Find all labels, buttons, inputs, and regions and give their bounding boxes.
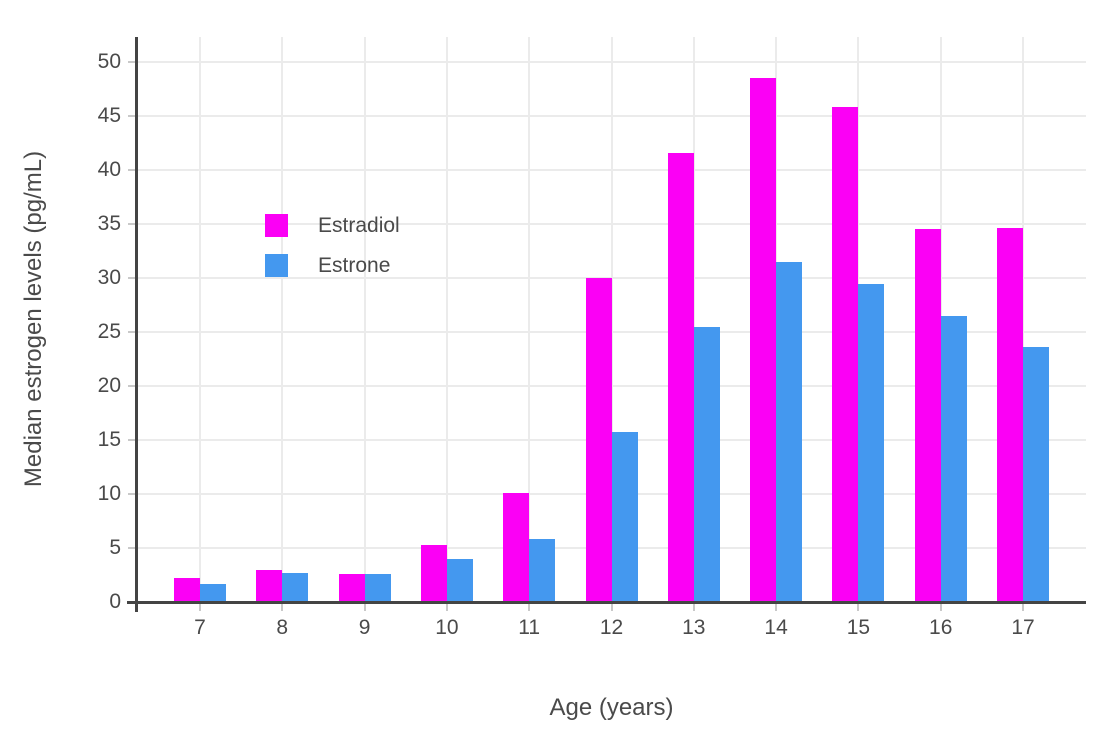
y-tick-mark-50 xyxy=(128,60,135,63)
x-tick-label-17: 17 xyxy=(1011,616,1035,639)
y-tick-label-15: 15 xyxy=(97,427,121,451)
x-tick-mark-10 xyxy=(445,604,448,611)
x-tick-mark-11 xyxy=(528,604,531,611)
x-gridline-9 xyxy=(363,37,366,602)
legend-label-estrone: Estrone xyxy=(318,253,391,277)
legend: Estradiol Estrone xyxy=(265,214,400,294)
bar-estrone-age-13[interactable] xyxy=(693,326,720,602)
y-tick-label-5: 5 xyxy=(109,535,121,559)
bar-estrone-age-7[interactable] xyxy=(199,583,226,602)
x-gridline-10 xyxy=(445,37,448,602)
y-tick-mark-45 xyxy=(128,114,135,117)
x-gridline-7 xyxy=(198,37,201,602)
bar-estradiol-age-13[interactable] xyxy=(667,152,694,602)
x-tick-label-12: 12 xyxy=(599,616,624,639)
bar-estrone-age-12[interactable] xyxy=(611,432,638,602)
y-tick-mark-15 xyxy=(128,438,135,441)
x-tick-mark-13 xyxy=(692,604,695,611)
bar-estradiol-age-14[interactable] xyxy=(750,78,777,602)
estrone-swatch-icon xyxy=(265,254,288,277)
y-tick-label-30: 30 xyxy=(97,265,121,289)
x-gridline-11 xyxy=(528,37,531,602)
bar-estrone-age-8[interactable] xyxy=(282,572,309,602)
bar-estrone-age-16[interactable] xyxy=(940,315,967,602)
bar-estradiol-age-11[interactable] xyxy=(503,492,530,602)
x-axis-title: Age (years) xyxy=(549,694,674,721)
x-tick-mark-16 xyxy=(939,604,942,611)
bar-estrone-age-11[interactable] xyxy=(529,539,556,602)
legend-label-estradiol: Estradiol xyxy=(318,213,400,237)
bar-estradiol-age-12[interactable] xyxy=(585,277,612,602)
x-tick-mark-14 xyxy=(775,604,778,611)
y-tick-label-50: 50 xyxy=(97,49,121,73)
x-gridline-8 xyxy=(281,37,284,602)
y-tick-label-0: 0 xyxy=(109,590,121,613)
y-tick-label-40: 40 xyxy=(97,157,121,181)
x-tick-label-8: 8 xyxy=(276,616,289,639)
x-gridline-13 xyxy=(692,37,695,602)
y-tick-mark-5 xyxy=(128,546,135,549)
x-tick-label-13: 13 xyxy=(682,616,706,639)
y-tick-label-25: 25 xyxy=(97,319,121,343)
y-axis-line xyxy=(135,37,138,612)
x-tick-mark-15 xyxy=(857,604,860,611)
x-tick-label-11: 11 xyxy=(518,616,541,639)
y-tick-mark-10 xyxy=(128,492,135,495)
x-tick-mark-12 xyxy=(610,604,613,611)
y-tick-label-10: 10 xyxy=(97,481,121,505)
x-tick-label-7: 7 xyxy=(194,616,206,639)
legend-item-estradiol[interactable]: Estradiol xyxy=(265,214,400,237)
bar-estrone-age-14[interactable] xyxy=(776,261,803,602)
y-tick-mark-30 xyxy=(128,276,135,279)
estradiol-swatch-icon xyxy=(265,214,288,237)
bar-estrone-age-9[interactable] xyxy=(364,573,391,602)
y-tick-label-35: 35 xyxy=(97,211,121,235)
bar-estradiol-age-10[interactable] xyxy=(420,544,447,602)
y-tick-mark-20 xyxy=(128,384,135,387)
x-tick-mark-8 xyxy=(281,604,284,611)
legend-item-estrone[interactable]: Estrone xyxy=(265,254,400,277)
bar-estradiol-age-16[interactable] xyxy=(914,229,941,602)
y-tick-mark-35 xyxy=(128,222,135,225)
bar-estrone-age-10[interactable] xyxy=(446,558,473,602)
plot-area: 0 5 10 15 20 25 30 35 40 45 50 7 8 9 10 11 12 13 14 15 16 17 … xyxy=(98,37,1086,639)
bar-estradiol-age-8[interactable] xyxy=(256,569,283,602)
x-tick-label-16: 16 xyxy=(929,616,953,639)
x-tick-label-15: 15 xyxy=(846,616,871,639)
y-tick-mark-25 xyxy=(128,330,135,333)
x-tick-label-9: 9 xyxy=(358,616,371,639)
x-tick-mark-17 xyxy=(1022,604,1025,611)
bar-estradiol-age-9[interactable] xyxy=(338,573,365,602)
x-tick-label-14: 14 xyxy=(764,616,788,639)
x-tick-label-10: 10 xyxy=(435,616,459,639)
x-tick-mark-7 xyxy=(198,604,201,611)
y-tick-label-45: 45 xyxy=(97,103,121,127)
bar-estrone-age-15[interactable] xyxy=(858,284,885,602)
bar-estradiol-age-17[interactable] xyxy=(997,228,1024,602)
x-tick-mark-9 xyxy=(363,604,366,611)
bar-estradiol-age-15[interactable] xyxy=(832,107,859,602)
x-gridline-17 xyxy=(1022,37,1025,602)
bar-estradiol-age-7[interactable] xyxy=(173,578,200,602)
x-gridline-12 xyxy=(610,37,613,602)
bar-estrone-age-17[interactable] xyxy=(1023,347,1050,602)
y-tick-label-20: 20 xyxy=(97,373,121,397)
x-axis-line xyxy=(127,601,1086,604)
y-tick-mark-40 xyxy=(128,168,135,171)
